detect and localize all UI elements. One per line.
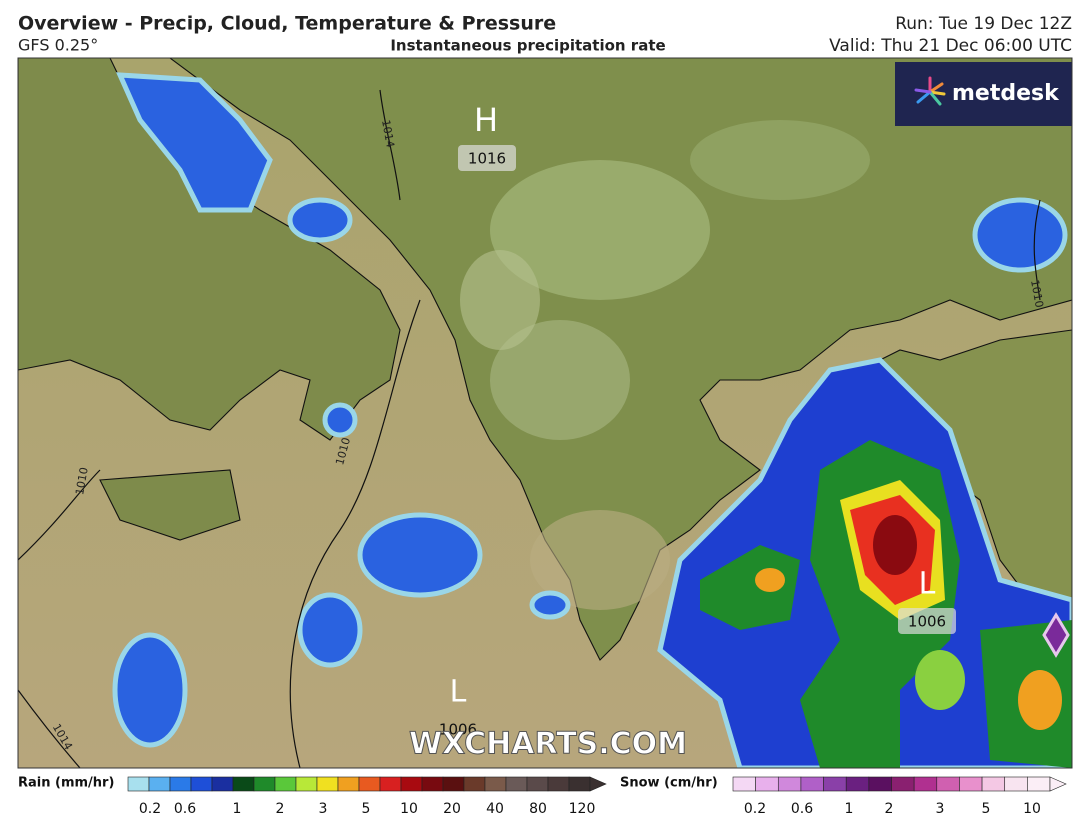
- snow-tick-label: 2: [885, 801, 894, 817]
- color-swatch: [295, 776, 318, 792]
- label-box: [898, 608, 956, 634]
- color-swatch: [800, 776, 824, 792]
- color-swatch: [547, 776, 570, 792]
- color-swatch: [190, 776, 213, 792]
- color-swatch: [337, 776, 360, 792]
- color-swatch: [868, 776, 892, 792]
- rain-tick-label: 1: [233, 801, 242, 817]
- pressure-center-label: L: [919, 567, 936, 602]
- rain-colorbar: 0.2 0.6 1 2 3 5 10 20 40 80 120: [127, 776, 607, 817]
- land: [99, 469, 241, 541]
- color-swatch: [526, 776, 549, 792]
- snow-colorbar: 0.2 0.6 1 2 3 5 10: [732, 776, 1067, 817]
- isobar-label: 1014: [379, 119, 397, 149]
- logo-icon: [914, 76, 946, 106]
- terrain: [490, 320, 630, 440]
- colorbar-arrow: [1049, 776, 1067, 792]
- pressure-center-label: H: [474, 101, 498, 139]
- logo-text: metdesk: [952, 81, 1060, 106]
- pressure-center-label: L: [450, 675, 467, 710]
- color-swatch: [1004, 776, 1028, 792]
- color-swatch: [358, 776, 381, 792]
- color-swatch: [755, 776, 779, 792]
- color-swatch: [421, 776, 444, 792]
- color-swatch: [253, 776, 276, 792]
- snow-tick-label: 5: [982, 801, 991, 817]
- rain-tick-label: 2: [276, 801, 285, 817]
- model: GFS 0.25°: [18, 36, 98, 55]
- color-swatch: [936, 776, 960, 792]
- color-swatch: [400, 776, 423, 792]
- map-frame: [17, 57, 1073, 769]
- color-swatch: [148, 776, 171, 792]
- snow-tick-label: 3: [936, 801, 945, 817]
- rain-tick-label: 20: [443, 801, 461, 817]
- color-swatch: [732, 776, 756, 792]
- isobar: [1033, 199, 1041, 301]
- map: H 1016 L 1006 L 1006 1014 1010 1010 1010…: [18, 58, 1072, 768]
- pressure-value: 1006: [439, 721, 477, 739]
- color-swatch: [127, 776, 150, 792]
- isobar: [18, 689, 81, 768]
- logo-box: [895, 62, 1072, 126]
- pressure-value: 1016: [468, 150, 506, 168]
- watermark: WXCHARTS.COM: [409, 727, 687, 762]
- color-swatch: [845, 776, 870, 792]
- terrain: [530, 510, 670, 610]
- terrain: [690, 120, 870, 200]
- precipitation: [112, 72, 1072, 768]
- rain-tick-label: 0.2: [139, 801, 161, 817]
- snow-tick-label: 0.6: [791, 801, 813, 817]
- isobar-label: 1010: [73, 466, 91, 496]
- rain-tick-label: 3: [319, 801, 328, 817]
- title: Overview - Precip, Cloud, Temperature & …: [18, 13, 556, 35]
- color-swatch: [913, 776, 938, 792]
- color-swatch: [484, 776, 507, 792]
- color-swatch: [1027, 776, 1051, 792]
- color-swatch: [211, 776, 234, 792]
- color-swatch: [274, 776, 297, 792]
- rain-tick-label: 0.6: [174, 801, 196, 817]
- color-swatch: [442, 776, 465, 792]
- color-swatch: [379, 776, 402, 792]
- color-swatch: [505, 776, 528, 792]
- rain-legend-title: Rain (mm/hr): [18, 776, 114, 791]
- color-swatch: [169, 776, 192, 792]
- snow-tick-label: 0.2: [744, 801, 766, 817]
- subtitle: Instantaneous precipitation rate: [390, 37, 665, 55]
- terrain: [460, 250, 540, 350]
- rain-tick-label: 120: [569, 801, 596, 817]
- terrain: [490, 160, 710, 300]
- rain-tick-label: 40: [486, 801, 504, 817]
- isobar: [379, 89, 401, 201]
- run: Run: Tue 19 Dec 12Z: [895, 14, 1072, 34]
- snow-tick-label: 10: [1023, 801, 1041, 817]
- rain-tick-label: 80: [529, 801, 547, 817]
- color-swatch: [891, 776, 915, 792]
- valid: Valid: Thu 21 Dec 06:00 UTC: [829, 36, 1072, 56]
- color-swatch: [777, 776, 802, 792]
- isobar: [18, 469, 101, 561]
- snow-tick-label: 1: [845, 801, 854, 817]
- isobar-label: 1010: [1028, 279, 1046, 309]
- color-swatch: [981, 776, 1006, 792]
- colorbar-arrow: [589, 776, 607, 792]
- color-swatch: [568, 776, 591, 792]
- label-box: [458, 145, 516, 171]
- snow-legend-title: Snow (cm/hr): [620, 776, 718, 791]
- color-swatch: [959, 776, 983, 792]
- color-swatch: [823, 776, 847, 792]
- pressure-value: 1006: [908, 613, 946, 631]
- isobar: [289, 299, 421, 768]
- rain-tick-label: 10: [400, 801, 418, 817]
- color-swatch: [232, 776, 255, 792]
- color-swatch: [463, 776, 486, 792]
- rain-tick-label: 5: [362, 801, 371, 817]
- color-swatch: [316, 776, 339, 792]
